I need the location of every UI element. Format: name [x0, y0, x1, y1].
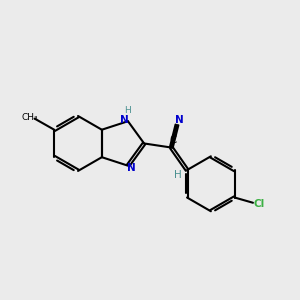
Text: Cl: Cl	[253, 199, 265, 209]
Text: H: H	[124, 106, 131, 115]
Text: H: H	[174, 170, 182, 180]
Text: C: C	[170, 135, 177, 145]
Text: N: N	[175, 115, 183, 125]
Text: CH₃: CH₃	[22, 113, 38, 122]
Text: N: N	[120, 115, 128, 125]
Text: N: N	[127, 163, 136, 173]
